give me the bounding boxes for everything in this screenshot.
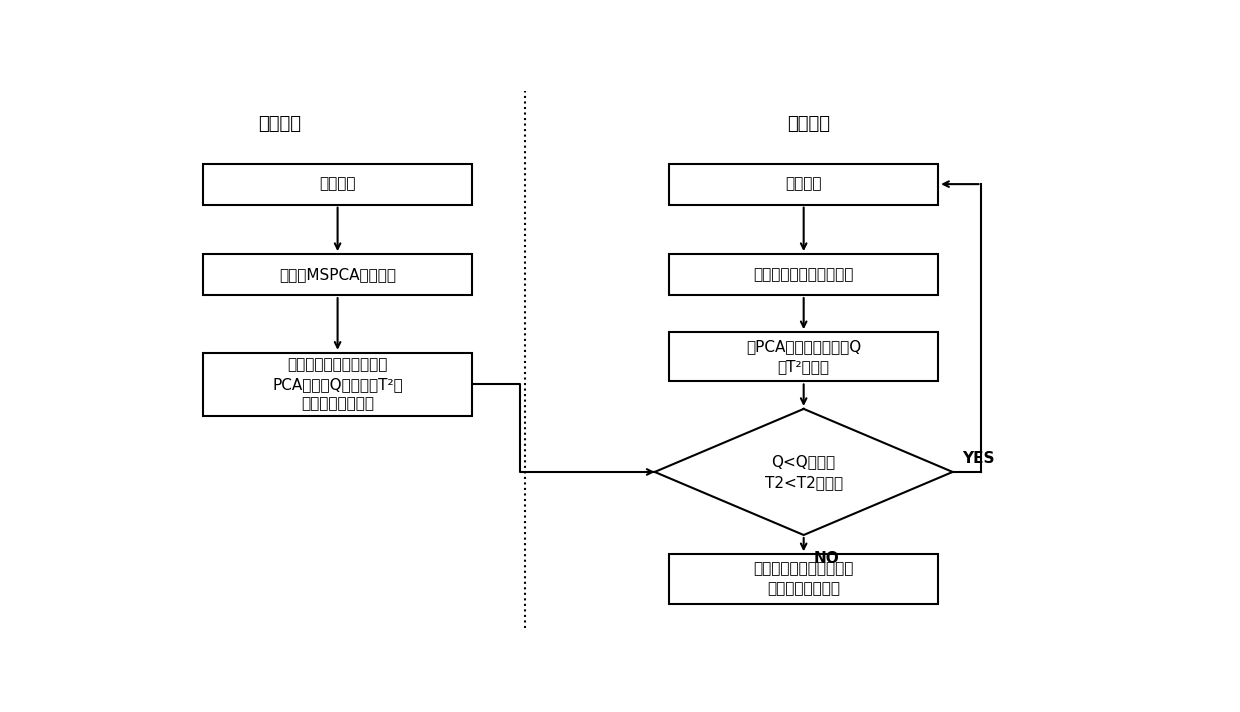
Text: 离线建模: 离线建模: [258, 115, 301, 133]
FancyBboxPatch shape: [203, 254, 472, 295]
Polygon shape: [655, 409, 952, 535]
Text: 用PCA算法建模，计算Q
和T²统计量: 用PCA算法建模，计算Q 和T²统计量: [746, 340, 862, 375]
Text: 原始数据: 原始数据: [320, 177, 356, 192]
Text: 在线检测: 在线检测: [787, 115, 830, 133]
FancyBboxPatch shape: [670, 554, 939, 604]
Text: 数据采集: 数据采集: [785, 177, 822, 192]
FancyBboxPatch shape: [203, 352, 472, 416]
FancyBboxPatch shape: [670, 254, 939, 295]
Text: NO: NO: [813, 551, 839, 567]
Text: 离线建模，计算综合尺度
PCA模型的Q控制限和T²控
制限这两个控制限: 离线建模，计算综合尺度 PCA模型的Q控制限和T²控 制限这两个控制限: [273, 357, 403, 412]
Text: 发生故障，用贡献图法确
定引发故障的变量: 发生故障，用贡献图法确 定引发故障的变量: [754, 562, 854, 596]
Text: Q<Q控制限
T2<T2控制限: Q<Q控制限 T2<T2控制限: [765, 454, 843, 490]
FancyBboxPatch shape: [203, 164, 472, 204]
Text: YES: YES: [962, 451, 994, 466]
FancyBboxPatch shape: [670, 164, 939, 204]
Text: 改进小波阈值去噪法去噪: 改进小波阈值去噪法去噪: [754, 267, 854, 282]
Text: 改进的MSPCA算法建模: 改进的MSPCA算法建模: [279, 267, 396, 282]
FancyBboxPatch shape: [670, 332, 939, 382]
